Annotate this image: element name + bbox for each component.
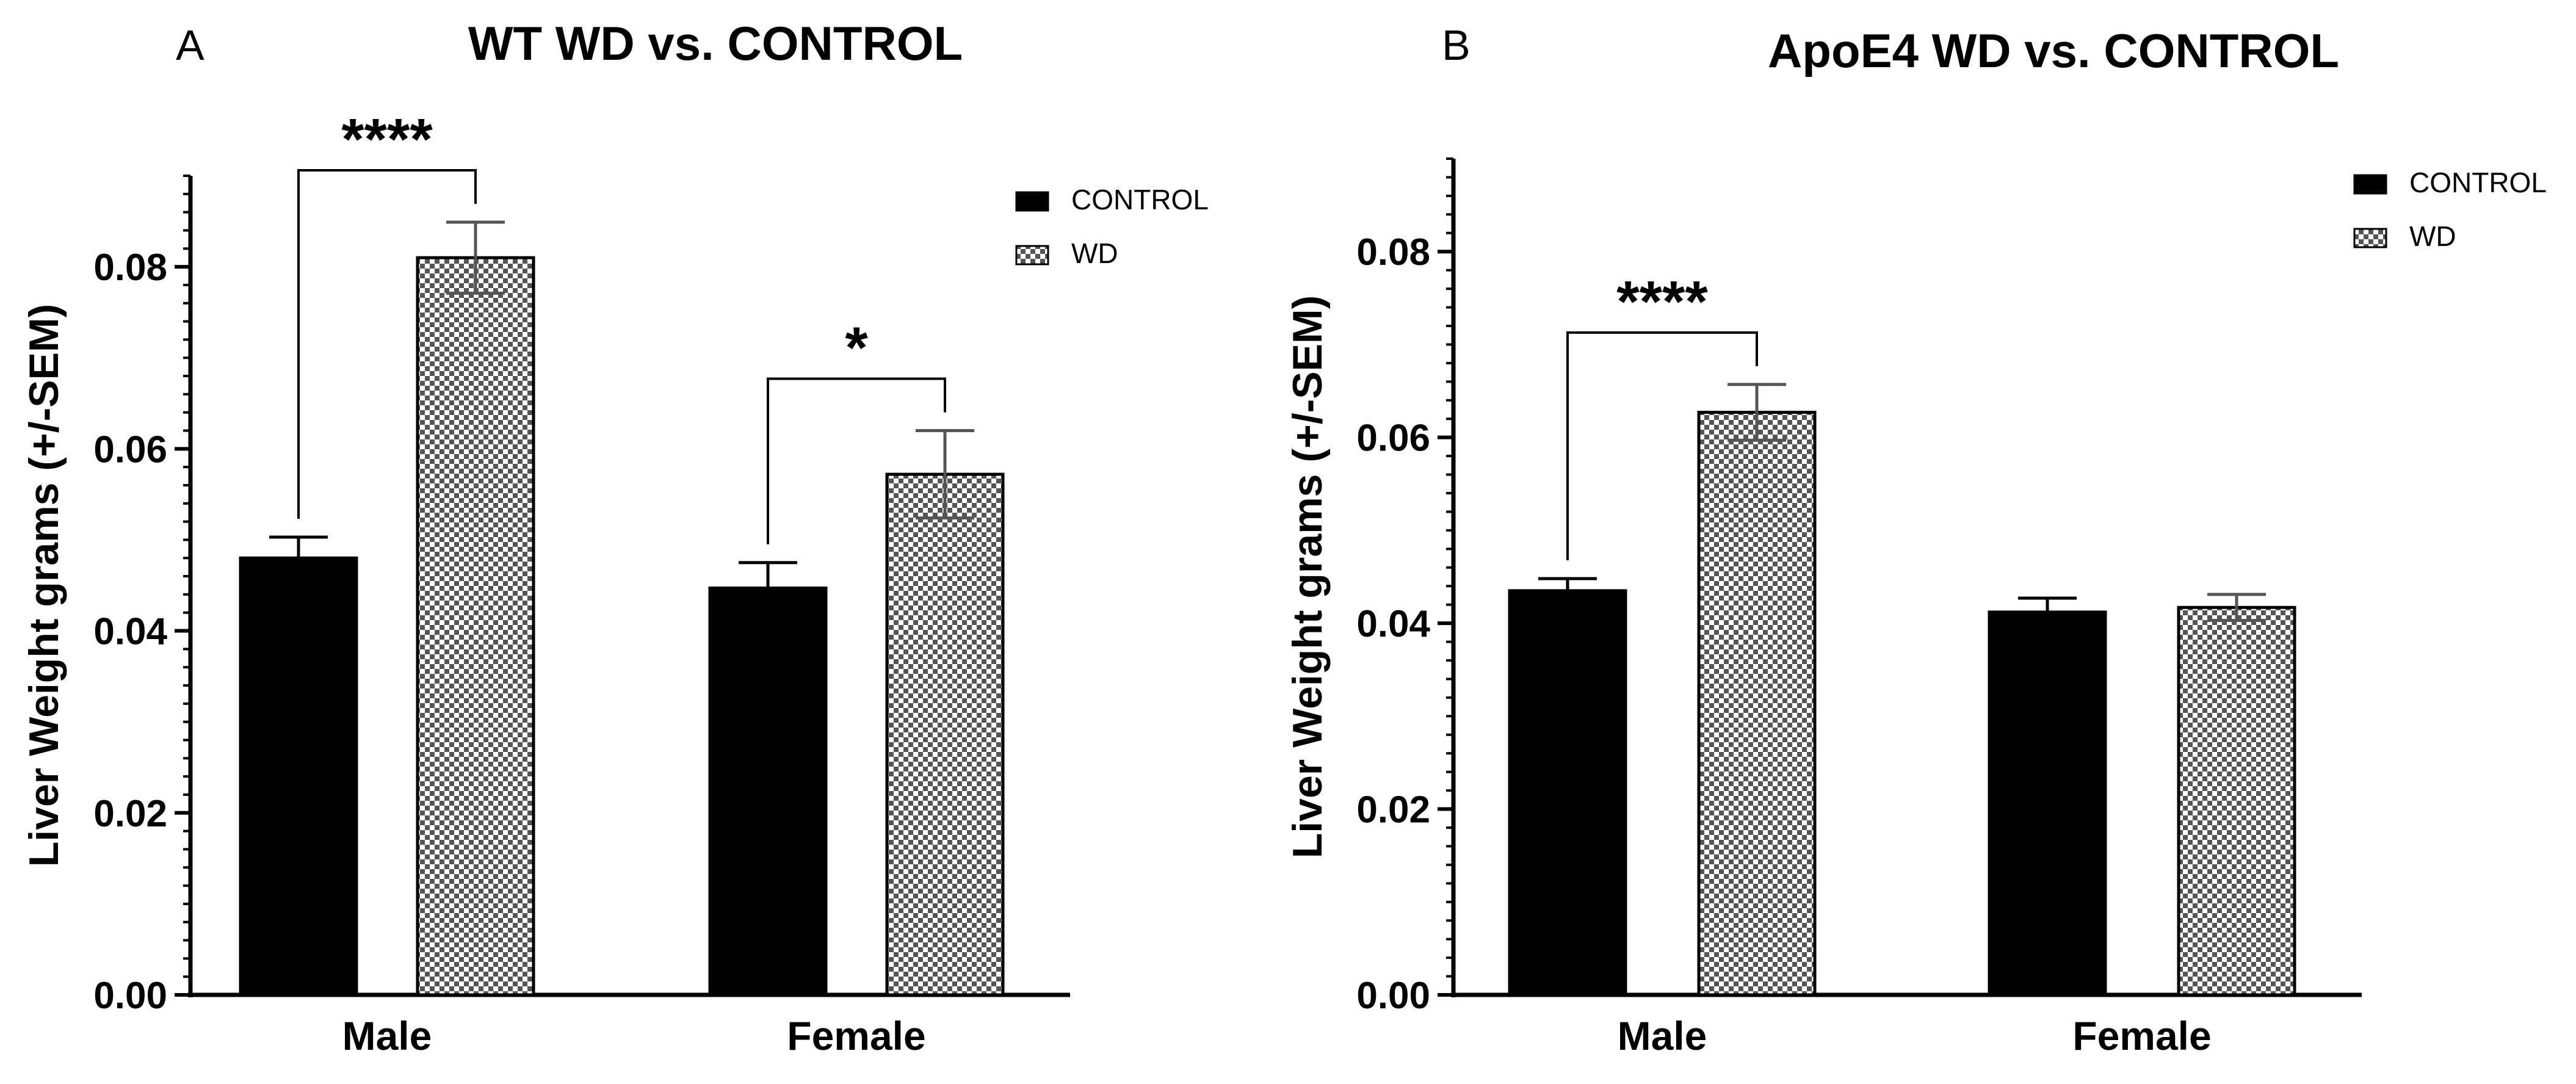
y-tick-label: 0.06 — [93, 428, 167, 471]
significance-bracket — [1566, 331, 1758, 561]
chart-title: WT WD vs. CONTROL — [468, 16, 963, 70]
y-tick-label: 0.02 — [93, 793, 167, 835]
significance-bracket — [767, 377, 946, 544]
legend-label-wd: WD — [1071, 237, 1118, 269]
bar-control-male — [239, 556, 358, 997]
legend-label-control: CONTROL — [1071, 184, 1209, 215]
panel-letter: B — [1442, 21, 1471, 69]
legend-label-wd: WD — [2409, 220, 2456, 252]
significance-label: * — [845, 316, 868, 381]
legend-swatch-wd — [2353, 228, 2387, 248]
bar-wd-male — [1697, 411, 1817, 997]
y-tick-label: 0.02 — [1356, 789, 1430, 831]
chart-panel-a: A WT WD vs. CONTROL Liver Weight grams (+/… — [21, 16, 1209, 1058]
significance-label: **** — [341, 107, 433, 172]
y-tick-label: 0.04 — [93, 611, 167, 653]
y-tick-label: 0.00 — [93, 975, 167, 1017]
significance-bracket — [297, 169, 477, 519]
bar-control-male — [1508, 589, 1627, 997]
y-tick-label: 0.06 — [1356, 417, 1430, 460]
y-axis-label: Liver Weight grams (+/-SEM) — [1284, 295, 1331, 859]
legend-swatch-wd — [1015, 245, 1049, 266]
legend-swatch-control — [2353, 174, 2387, 195]
bar-wd-female — [2177, 605, 2296, 997]
x-category-label: Female — [787, 1013, 925, 1058]
x-category-label: Male — [1618, 1013, 1707, 1058]
y-tick-label: 0.08 — [1356, 231, 1430, 273]
legend-swatch-control — [1015, 191, 1049, 212]
legend-label-control: CONTROL — [2409, 167, 2547, 198]
bar-wd-male — [416, 256, 535, 997]
y-tick-label: 0.08 — [93, 247, 167, 289]
x-category-label: Female — [2072, 1013, 2211, 1058]
bar-control-female — [1988, 610, 2107, 997]
chart-panel-b: B ApoE4 WD vs. CONTROL Liver Weight grams … — [1284, 21, 2547, 1058]
bar-wd-female — [885, 472, 1005, 997]
chart-title: ApoE4 WD vs. CONTROL — [1768, 24, 2339, 78]
y-tick-label: 0.04 — [1356, 603, 1430, 645]
y-tick-label: 0.00 — [1356, 975, 1430, 1017]
x-category-label: Male — [342, 1013, 432, 1058]
bar-control-female — [708, 586, 828, 997]
y-axis-label: Liver Weight grams (+/-SEM) — [21, 304, 67, 867]
significance-label: **** — [1616, 269, 1708, 334]
panel-letter: A — [176, 21, 204, 69]
